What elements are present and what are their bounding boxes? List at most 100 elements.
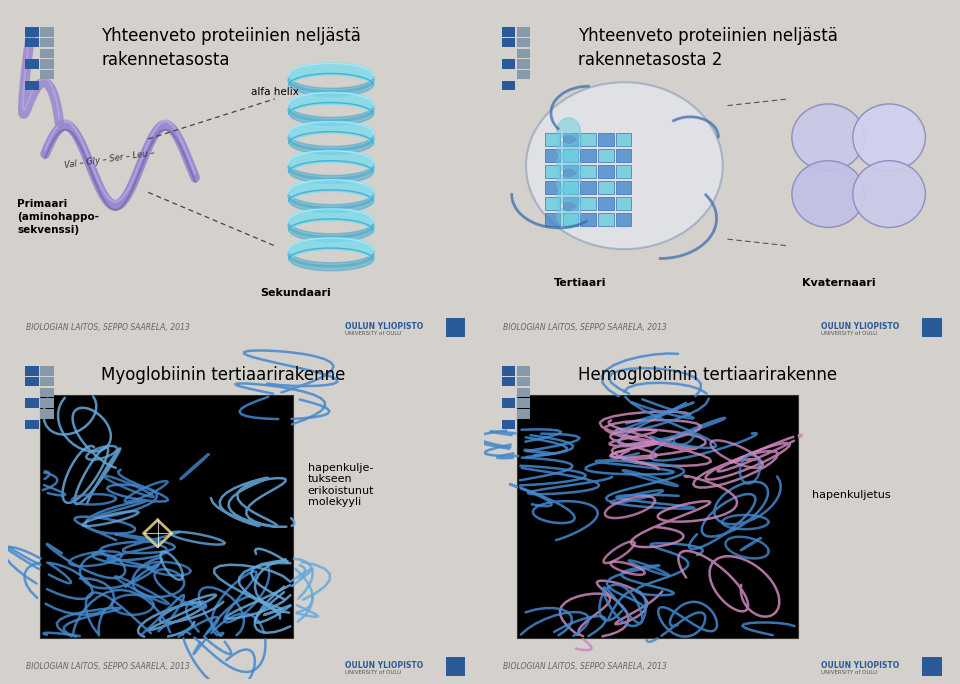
Bar: [544, 213, 561, 226]
Text: hapenkulje-
tukseen
erikoistunut
molekyyli: hapenkulje- tukseen erikoistunut molekyy…: [307, 462, 374, 508]
Text: BIOLOGIAN LAITOS, SEPPO SAARELA, 2013: BIOLOGIAN LAITOS, SEPPO SAARELA, 2013: [503, 323, 666, 332]
Ellipse shape: [852, 161, 925, 228]
Bar: [544, 133, 561, 146]
Text: OULUN YLIOPISTO: OULUN YLIOPISTO: [345, 661, 423, 670]
Bar: [581, 149, 596, 161]
Ellipse shape: [792, 104, 864, 171]
Bar: [26, 420, 38, 429]
Bar: [40, 27, 54, 36]
Bar: [502, 81, 515, 90]
Text: ~: ~: [927, 323, 936, 332]
Bar: [598, 197, 613, 210]
Text: UNIVERSITY of OULU: UNIVERSITY of OULU: [821, 670, 877, 675]
Bar: [922, 318, 942, 337]
Text: ~: ~: [927, 662, 936, 672]
Text: hapenkuljetus: hapenkuljetus: [812, 490, 891, 500]
Bar: [26, 377, 38, 386]
Bar: [40, 377, 54, 386]
Bar: [563, 165, 578, 178]
Text: Yhteenveto proteiinien neljästä
rakennetasosta: Yhteenveto proteiinien neljästä rakennet…: [102, 27, 361, 69]
Bar: [40, 60, 54, 68]
Bar: [40, 409, 54, 419]
Bar: [922, 657, 942, 676]
Bar: [516, 49, 530, 58]
Text: BIOLOGIAN LAITOS, SEPPO SAARELA, 2013: BIOLOGIAN LAITOS, SEPPO SAARELA, 2013: [503, 662, 666, 671]
Bar: [563, 197, 578, 210]
Text: Yhteenveto proteiinien neljästä
rakennetasosta 2: Yhteenveto proteiinien neljästä rakennet…: [578, 27, 837, 69]
Text: UNIVERSITY of OULU: UNIVERSITY of OULU: [345, 670, 401, 675]
Bar: [544, 165, 561, 178]
Bar: [544, 149, 561, 161]
Text: alfa helix: alfa helix: [252, 88, 300, 97]
Bar: [616, 181, 632, 194]
Bar: [26, 367, 38, 376]
Bar: [516, 60, 530, 68]
Text: Kvaternaari: Kvaternaari: [803, 278, 876, 287]
Bar: [445, 657, 466, 676]
Bar: [40, 395, 294, 638]
Bar: [544, 197, 561, 210]
Bar: [516, 367, 530, 376]
Text: Sekundaari: Sekundaari: [261, 287, 331, 298]
Bar: [502, 27, 515, 36]
Bar: [502, 377, 515, 386]
Bar: [502, 420, 515, 429]
Bar: [40, 38, 54, 47]
Bar: [40, 388, 54, 397]
Bar: [26, 38, 38, 47]
Bar: [445, 318, 466, 337]
Text: Myoglobiinin tertiaarirakenne: Myoglobiinin tertiaarirakenne: [102, 367, 346, 384]
Ellipse shape: [526, 82, 723, 249]
Text: OULUN YLIOPISTO: OULUN YLIOPISTO: [345, 322, 423, 331]
Bar: [502, 60, 515, 68]
Bar: [598, 213, 613, 226]
Bar: [616, 133, 632, 146]
Text: BIOLOGIAN LAITOS, SEPPO SAARELA, 2013: BIOLOGIAN LAITOS, SEPPO SAARELA, 2013: [27, 323, 190, 332]
Bar: [581, 133, 596, 146]
Bar: [26, 399, 38, 408]
Text: BIOLOGIAN LAITOS, SEPPO SAARELA, 2013: BIOLOGIAN LAITOS, SEPPO SAARELA, 2013: [27, 662, 190, 671]
Bar: [26, 81, 38, 90]
Bar: [516, 399, 530, 408]
Bar: [581, 213, 596, 226]
Text: Val – Gly – Ser – Leu –: Val – Gly – Ser – Leu –: [64, 148, 156, 170]
Text: Hemoglobiinin tertiaarirakenne: Hemoglobiinin tertiaarirakenne: [578, 367, 837, 384]
Bar: [516, 388, 530, 397]
Bar: [563, 133, 578, 146]
Bar: [502, 38, 515, 47]
Bar: [563, 149, 578, 161]
Bar: [516, 395, 798, 638]
Bar: [502, 399, 515, 408]
Text: UNIVERSITY of OULU: UNIVERSITY of OULU: [345, 331, 401, 336]
Bar: [616, 165, 632, 178]
Bar: [616, 213, 632, 226]
Ellipse shape: [852, 104, 925, 171]
Bar: [563, 181, 578, 194]
Bar: [598, 165, 613, 178]
Text: ~: ~: [451, 323, 460, 332]
Text: Tertiaari: Tertiaari: [554, 278, 607, 287]
Bar: [516, 38, 530, 47]
Bar: [544, 181, 561, 194]
Bar: [40, 70, 54, 79]
Bar: [616, 197, 632, 210]
Bar: [516, 70, 530, 79]
Bar: [26, 27, 38, 36]
Text: OULUN YLIOPISTO: OULUN YLIOPISTO: [821, 661, 900, 670]
Bar: [598, 181, 613, 194]
Bar: [516, 377, 530, 386]
Bar: [581, 165, 596, 178]
Text: UNIVERSITY of OULU: UNIVERSITY of OULU: [821, 331, 877, 336]
Bar: [516, 27, 530, 36]
Bar: [598, 133, 613, 146]
Bar: [581, 181, 596, 194]
Bar: [40, 49, 54, 58]
Bar: [40, 399, 54, 408]
Bar: [516, 409, 530, 419]
Bar: [502, 367, 515, 376]
Bar: [581, 197, 596, 210]
Ellipse shape: [792, 161, 864, 228]
Text: ~: ~: [451, 662, 460, 672]
Bar: [563, 213, 578, 226]
Text: OULUN YLIOPISTO: OULUN YLIOPISTO: [821, 322, 900, 331]
